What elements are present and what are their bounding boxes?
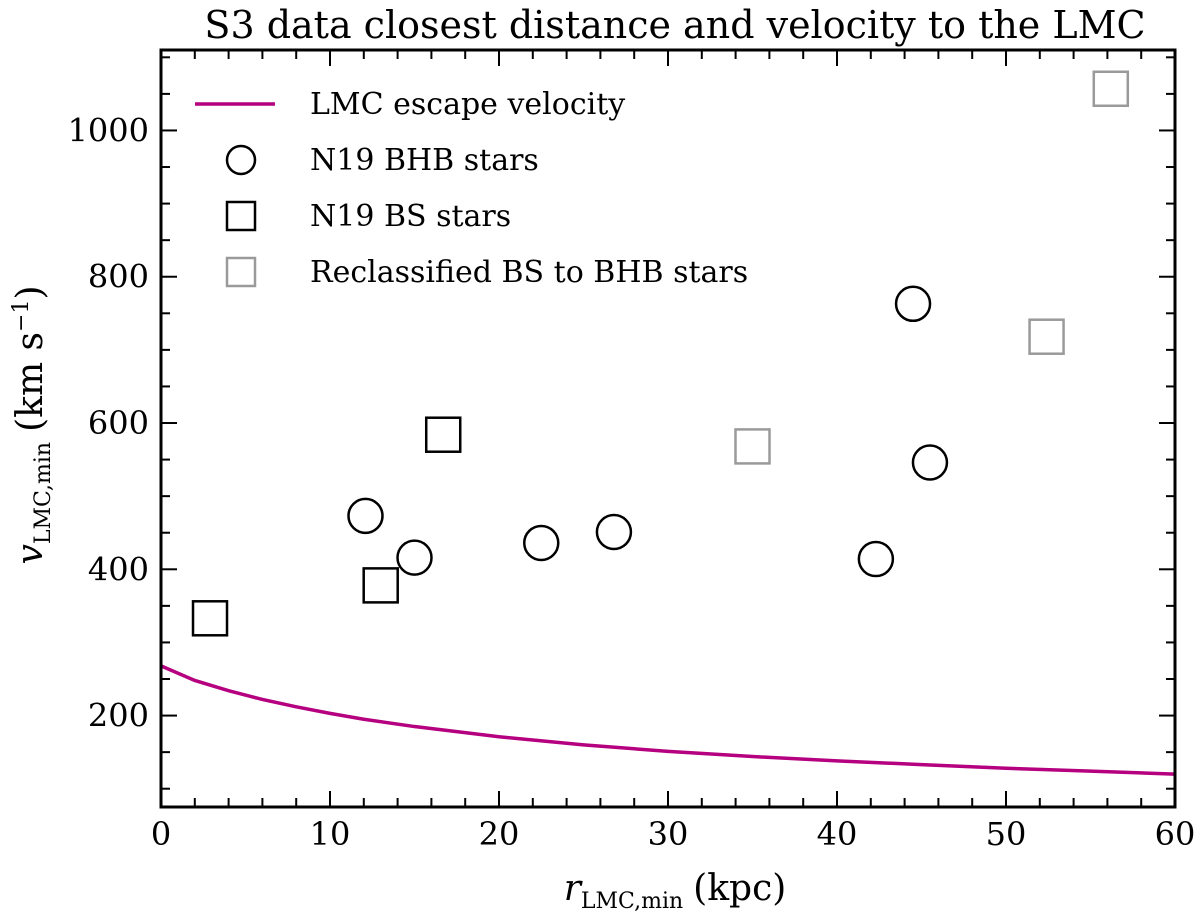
reclassified-star-point [1028,318,1065,355]
bhb-star-point [857,540,895,578]
x-tick-label: 60 [1155,815,1196,853]
reclassified-star-point [734,428,771,465]
chart-title: S3 data closest distance and velocity to… [204,3,1145,47]
x-tick-label: 50 [986,815,1027,853]
tick-labels: 0 10 20 30 40 50 60 200 400 600 800 1000 [68,111,1196,853]
y-axis-subscript: LMC,min [31,442,56,544]
legend-square-swatch [225,200,257,232]
x-axis-unit: (kpc) [693,868,786,909]
legend-label: Reclassified BS to BHB stars [310,255,748,290]
y-tick-label: 600 [88,404,149,442]
y-axis-unit-suffix: ) [10,286,51,300]
bhb-star-point [347,497,384,535]
y-tick-label: 800 [88,258,149,296]
x-tick-label: 0 [151,815,171,853]
y-tick-label: 400 [88,550,149,588]
plot-series [160,70,1176,776]
x-tick-label: 30 [648,815,689,853]
legend-circle-swatch [225,144,257,176]
legend-label: LMC escape velocity [310,87,625,122]
bhb-star-point [894,285,932,323]
y-axis-unit-prefix: (km s [10,332,51,432]
legend: LMC escape velocity N19 BHB stars N19 BS s… [195,87,748,290]
reclassified-star-point [1092,70,1130,108]
x-axis-symbol: r [564,868,583,909]
bs-star-point [191,600,229,637]
y-axis-symbol: v [10,544,51,564]
bhb-star-point [396,539,433,576]
legend-square-swatch [225,256,257,288]
x-axis-label: rLMC,min (kpc) [564,868,787,914]
bs-star-point [424,416,462,453]
bs-star-point [362,567,399,604]
y-axis-label: vLMC,min (km s−1) [9,286,56,565]
bhb-star-point [523,524,560,562]
x-axis-subscript: LMC,min [581,889,683,914]
x-tick-label: 40 [817,815,858,853]
y-axis-unit-exponent: −1 [9,300,34,332]
y-tick-label: 1000 [68,111,149,149]
escape-velocity-line [160,664,1176,776]
x-tick-label: 20 [479,815,520,853]
plot-frame [159,48,1177,809]
y-tick-label: 200 [88,697,149,735]
legend-label: N19 BS stars [310,199,511,234]
x-tick-label: 10 [310,815,351,853]
legend-label: N19 BHB stars [310,143,539,178]
bhb-star-point [911,444,949,481]
bhb-star-point [595,513,633,551]
